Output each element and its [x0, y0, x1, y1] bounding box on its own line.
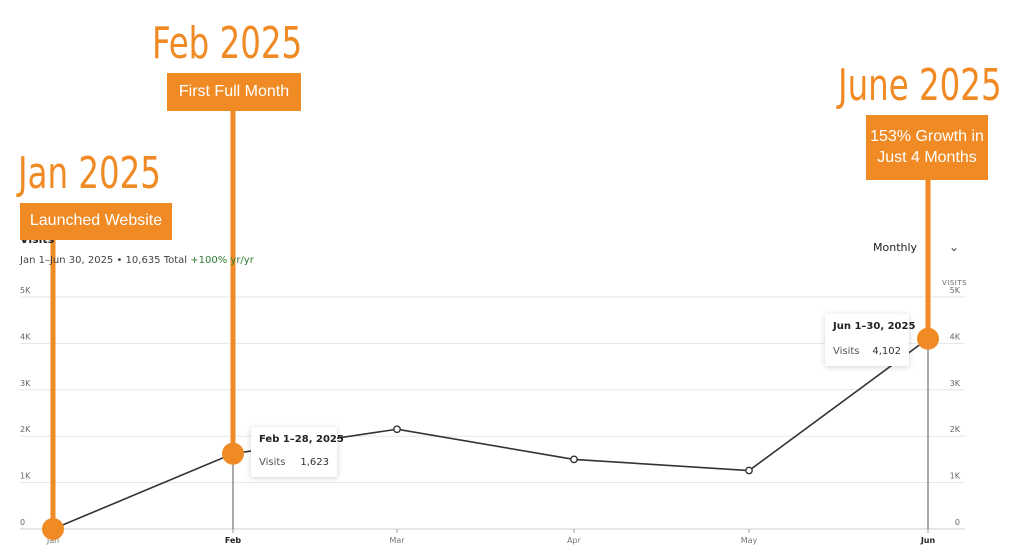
tooltip-feb: Feb 1–28, 2025 Visits 1,623: [251, 427, 344, 477]
y-tick-label-left: 4K: [20, 332, 31, 341]
tooltip-jun: Jun 1–30, 2025 Visits 4,102: [825, 314, 915, 366]
annotation-bar: [50, 240, 56, 529]
annotation-feb-heading: Feb 2025: [152, 18, 303, 69]
y-tick-label-left: 5K: [20, 286, 31, 295]
x-tick-label: Apr: [567, 536, 582, 545]
annotation-jan-caption: Launched Website: [20, 203, 172, 240]
tooltip-value: 4,102: [872, 346, 901, 357]
annotation-dot: [222, 442, 244, 465]
annotation-jun-heading: June 2025: [838, 60, 1002, 111]
data-point: [745, 466, 753, 475]
series-line-visits: [52, 338, 929, 530]
y-tick-label-right: 3K: [950, 379, 961, 388]
x-tick-label: Jan: [46, 536, 59, 545]
data-point: [570, 455, 578, 464]
y-tick-label-right: 0: [955, 518, 960, 527]
y-tick-label-left: 0: [20, 518, 25, 527]
x-tick-label: Jun: [920, 536, 936, 545]
annotation-dot: [917, 327, 939, 350]
tooltip-title: Feb 1–28, 2025: [259, 434, 344, 445]
annotation-jun-caption: 153% Growth in Just 4 Months: [866, 115, 988, 180]
tooltip-value: 1,623: [300, 457, 329, 468]
chevron-down-icon: ⌄: [949, 240, 960, 254]
annotation-jan-heading: Jan 2025: [18, 148, 161, 199]
x-tick-label: May: [741, 536, 758, 545]
y-tick-label-left: 2K: [20, 425, 31, 434]
y-tick-label-right: 1K: [950, 472, 961, 481]
tooltip-label: Visits: [259, 457, 286, 468]
right-axis-title: VISITS: [942, 279, 968, 287]
x-tick-label: Mar: [389, 536, 405, 545]
chart-subtitle: Jan 1–Jun 30, 2025 • 10,635 Total +100% …: [20, 255, 254, 266]
y-tick-label-right: 2K: [950, 425, 961, 434]
annotation-feb-caption: First Full Month: [167, 73, 301, 111]
annotation-bar: [925, 180, 931, 339]
y-tick-label-left: 3K: [20, 379, 31, 388]
x-tick-label: Feb: [225, 536, 242, 545]
tooltip-label: Visits: [833, 346, 860, 357]
data-point: [393, 425, 401, 434]
growth-badge: +100% yr/yr: [190, 255, 254, 266]
y-tick-label-left: 1K: [20, 472, 31, 481]
tooltip-title: Jun 1–30, 2025: [833, 321, 916, 332]
y-tick-label-right: 5K: [950, 286, 961, 295]
subtitle-summary: Jan 1–Jun 30, 2025 • 10,635 Total: [20, 255, 191, 266]
annotation-dot: [42, 518, 64, 540]
interval-dropdown-label: Monthly: [873, 241, 918, 254]
interval-dropdown[interactable]: Monthly ⌄: [873, 240, 959, 254]
y-tick-label-right: 4K: [950, 332, 961, 341]
annotation-bar: [230, 110, 236, 454]
